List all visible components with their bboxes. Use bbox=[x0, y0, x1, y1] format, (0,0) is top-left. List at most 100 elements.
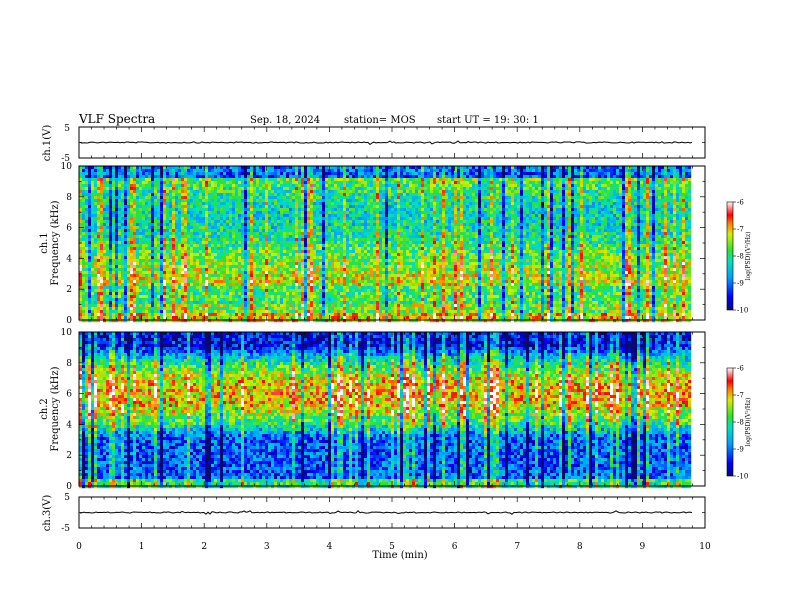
spectrogram-cell bbox=[265, 178, 269, 182]
spectrogram-cell bbox=[337, 223, 341, 227]
spectrogram-cell bbox=[163, 184, 167, 188]
spectrogram-cell bbox=[328, 238, 332, 242]
spectrogram-cell bbox=[133, 241, 137, 245]
spectrogram-cell bbox=[229, 271, 233, 275]
spectrogram-cell bbox=[271, 220, 275, 224]
spectrogram-cell bbox=[355, 169, 359, 173]
spectrogram-cell bbox=[283, 184, 287, 188]
spectrogram-cell bbox=[286, 262, 290, 266]
spectrogram-cell bbox=[136, 250, 140, 254]
spectrogram-cell bbox=[343, 181, 347, 185]
spectrogram-cell bbox=[265, 292, 269, 296]
spectrogram-cell bbox=[181, 205, 185, 209]
spectrogram-cell bbox=[271, 202, 275, 206]
spectrogram-cell bbox=[199, 175, 203, 179]
spectrogram-cell bbox=[283, 280, 287, 284]
spectrogram-cell bbox=[223, 289, 227, 293]
spectrogram-cell bbox=[100, 259, 104, 263]
spectrogram-cell bbox=[289, 301, 293, 305]
spectrogram-cell bbox=[295, 262, 299, 266]
spectrogram-cell bbox=[337, 262, 341, 266]
spectrogram-cell bbox=[304, 262, 308, 266]
spectrogram-cell bbox=[121, 211, 125, 215]
spectrogram-cell bbox=[163, 271, 167, 275]
spectrogram-cell bbox=[304, 256, 308, 260]
spectrogram-cell bbox=[337, 232, 341, 236]
spectrogram-cell bbox=[253, 226, 257, 230]
spectrogram-cell bbox=[295, 259, 299, 263]
spectrogram-cell bbox=[139, 262, 143, 266]
spectrogram-cell bbox=[178, 277, 182, 281]
spectrogram-cell bbox=[103, 175, 107, 179]
spectrogram-cell bbox=[265, 301, 269, 305]
spectrogram-cell bbox=[292, 241, 296, 245]
spectrogram-cell bbox=[127, 187, 131, 191]
spectrogram-cell bbox=[94, 205, 98, 209]
spectrogram-cell bbox=[328, 280, 332, 284]
spectrogram-cell bbox=[328, 181, 332, 185]
spectrogram-cell bbox=[142, 292, 146, 296]
spectrogram-cell bbox=[181, 220, 185, 224]
spectrogram-cell bbox=[229, 241, 233, 245]
spectrogram-cell bbox=[211, 298, 215, 302]
spectrogram-cell bbox=[301, 283, 305, 287]
spectrogram-cell bbox=[205, 175, 209, 179]
spectrogram-cell bbox=[97, 199, 101, 203]
spectrogram-cell bbox=[355, 271, 359, 275]
spectrogram-cell bbox=[244, 190, 248, 194]
spectrogram-cell bbox=[196, 169, 200, 173]
spectrogram-cell bbox=[160, 193, 164, 197]
spectrogram-cell bbox=[349, 301, 353, 305]
spectrogram-cell bbox=[244, 166, 248, 170]
spectrogram-cell bbox=[199, 199, 203, 203]
spectrogram-cell bbox=[292, 256, 296, 260]
spectrogram-cell bbox=[100, 283, 104, 287]
spectrogram-cell bbox=[196, 280, 200, 284]
spectrogram-cell bbox=[187, 217, 191, 221]
spectrogram-cell bbox=[304, 175, 308, 179]
spectrogram-cell bbox=[310, 301, 314, 305]
spectrogram-cell bbox=[292, 229, 296, 233]
spectrogram-cell bbox=[97, 316, 101, 320]
spectrogram-cell bbox=[262, 292, 266, 296]
spectrogram-cell bbox=[160, 169, 164, 173]
spectrogram-cell bbox=[115, 244, 119, 248]
spectrogram-cell bbox=[304, 277, 308, 281]
spectrogram-cell bbox=[238, 175, 242, 179]
spectrogram-cell bbox=[85, 256, 89, 260]
spectrogram-cell bbox=[304, 301, 308, 305]
spectrogram-cell bbox=[298, 271, 302, 275]
spectrogram-cell bbox=[316, 214, 320, 218]
spectrogram-cell bbox=[163, 178, 167, 182]
spectrogram-cell bbox=[136, 295, 140, 299]
spectrogram-cell bbox=[340, 214, 344, 218]
spectrogram-cell bbox=[244, 184, 248, 188]
spectrogram-cell bbox=[169, 262, 173, 266]
spectrogram-cell bbox=[238, 253, 242, 257]
spectrogram-cell bbox=[112, 271, 116, 275]
spectrogram-cell bbox=[283, 316, 287, 320]
spectrogram-cell bbox=[118, 310, 122, 314]
spectrogram-cell bbox=[313, 307, 317, 311]
spectrogram-cell bbox=[169, 175, 173, 179]
spectrogram-cell bbox=[121, 316, 125, 320]
spectrogram-cell bbox=[265, 238, 269, 242]
spectrogram-cell bbox=[271, 223, 275, 227]
spectrogram-cell bbox=[106, 172, 110, 176]
spectrogram-cell bbox=[115, 283, 119, 287]
spectrogram-cell bbox=[349, 283, 353, 287]
spectrogram-cell bbox=[271, 229, 275, 233]
spectrogram-cell bbox=[334, 259, 338, 263]
spectrogram-cell bbox=[304, 169, 308, 173]
spectrogram-cell bbox=[310, 199, 314, 203]
spectrogram-cell bbox=[115, 172, 119, 176]
spectrogram-cell bbox=[187, 283, 191, 287]
spectrogram-cell bbox=[100, 187, 104, 191]
spectrogram-cell bbox=[142, 193, 146, 197]
spectrogram-cell bbox=[112, 187, 116, 191]
spectrogram-cell bbox=[265, 283, 269, 287]
spectrogram-cell bbox=[91, 172, 95, 176]
spectrogram-cell bbox=[223, 277, 227, 281]
spectrogram-cell bbox=[202, 304, 206, 308]
spectrogram-cell bbox=[265, 247, 269, 251]
